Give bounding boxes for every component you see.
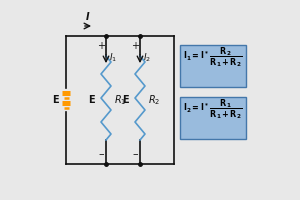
Text: E: E [52, 95, 58, 105]
FancyBboxPatch shape [180, 45, 246, 87]
Text: $\mathbf{I_1=I^*\,\dfrac{R_2}{R_1+R_2}}$: $\mathbf{I_1=I^*\,\dfrac{R_2}{R_1+R_2}}$ [183, 45, 242, 69]
Text: E: E [122, 95, 128, 105]
Text: +: + [131, 41, 139, 51]
Text: $R_2$: $R_2$ [148, 93, 161, 107]
FancyBboxPatch shape [180, 97, 246, 139]
Text: $\mathbf{I_2=I^*\,\dfrac{R_1}{R_1+R_2}}$: $\mathbf{I_2=I^*\,\dfrac{R_1}{R_1+R_2}}$ [183, 97, 242, 121]
Text: +: + [97, 41, 105, 51]
Text: $R_1$: $R_1$ [114, 93, 127, 107]
Text: I: I [86, 12, 90, 22]
Text: –: – [132, 149, 138, 159]
Text: E: E [88, 95, 94, 105]
Text: –: – [98, 149, 104, 159]
Text: $I_1$: $I_1$ [109, 52, 117, 64]
Text: $I_2$: $I_2$ [143, 52, 151, 64]
